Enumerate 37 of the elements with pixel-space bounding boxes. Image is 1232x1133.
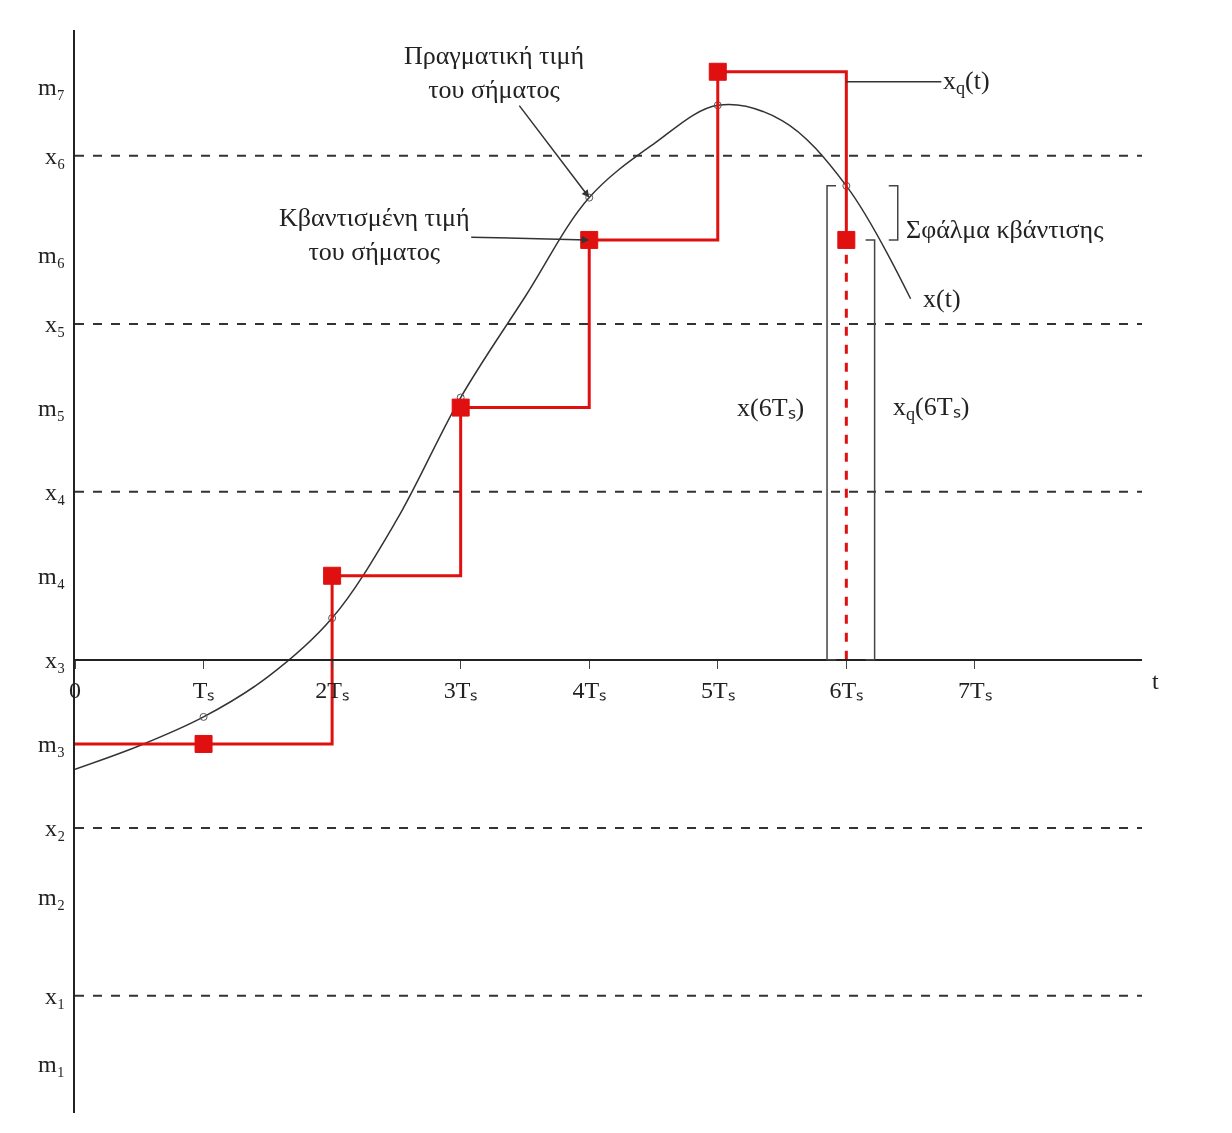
point (708, 62, 727, 81)
x-axis-title: t (1152, 668, 1159, 694)
annotation: x(6Tₛ) (737, 393, 805, 422)
text: m₂ (38, 884, 66, 910)
ref-line-label: x₂ (45, 815, 66, 841)
annotation: x$_{q}$(t) (943, 66, 990, 99)
annotation: x$_{q}$(6Tₛ) (893, 392, 970, 425)
point (328, 614, 337, 623)
text: x₃ (45, 647, 66, 673)
text: m₁ (38, 1051, 66, 1077)
point (713, 101, 722, 110)
text: m₆ (38, 242, 66, 268)
x-tick-label: 6Tₛ (829, 676, 864, 703)
point (842, 181, 851, 190)
ref-line-label: x₅ (45, 311, 66, 337)
annotation: Πραγματική τιμή του σήματος (404, 41, 585, 104)
ref-line-label: x₁ (45, 983, 66, 1009)
point (323, 566, 342, 585)
x-tick-label: 5Tₛ (700, 676, 735, 703)
x-tick-label: Tₛ (192, 676, 215, 703)
ref-line-label: x₆ (45, 143, 66, 169)
point (451, 398, 470, 417)
point (199, 712, 208, 721)
point (585, 193, 594, 202)
ref-line-label: x₄ (45, 479, 66, 505)
text: m₇ (38, 74, 66, 100)
point (837, 230, 856, 249)
annotation: x(t) (923, 284, 961, 313)
text: m₄ (38, 563, 66, 589)
x-tick-label: 3Tₛ (443, 676, 478, 703)
x-tick-label: 4Tₛ (572, 676, 607, 703)
text: m₅ (38, 395, 66, 421)
annotation: Σφάλμα κβάντισης (906, 215, 1105, 244)
x-tick-label: 7Tₛ (958, 676, 992, 703)
point (194, 734, 213, 753)
text: m₃ (38, 731, 66, 757)
annotation: Κβαντισμένη τιμή του σήματος (279, 203, 470, 266)
